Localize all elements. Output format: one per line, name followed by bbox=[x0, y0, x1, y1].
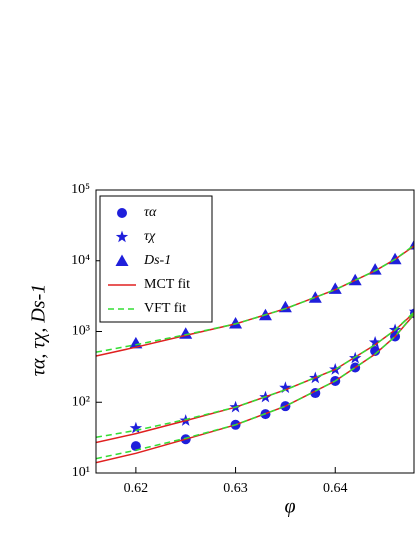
legend-marker bbox=[115, 230, 129, 243]
point bbox=[129, 336, 143, 349]
plot bbox=[96, 239, 414, 464]
legend-label: VFT fit bbox=[144, 301, 186, 316]
point bbox=[368, 336, 382, 348]
x-tick-label: 0.63 bbox=[223, 481, 248, 496]
y-tick-label: 10¹ bbox=[72, 465, 90, 480]
fit-line bbox=[96, 311, 414, 444]
fit-line bbox=[96, 312, 414, 460]
x-axis-label: φ bbox=[284, 496, 295, 518]
x-tick-label: 0.64 bbox=[323, 481, 348, 496]
legend-label: Ds-1 bbox=[143, 253, 171, 268]
y-tick-label: 10² bbox=[72, 394, 90, 409]
fit-line bbox=[96, 244, 414, 353]
legend-label: τχ bbox=[144, 229, 156, 244]
y-tick-label: 10⁴ bbox=[71, 253, 90, 268]
legend-marker bbox=[115, 254, 129, 266]
fit-line bbox=[96, 313, 414, 464]
point bbox=[229, 316, 243, 329]
x-tick-label: 0.62 bbox=[124, 481, 149, 496]
legend-label: MCT fit bbox=[144, 277, 190, 292]
legend-label: τα bbox=[144, 205, 157, 220]
point bbox=[129, 421, 143, 434]
legend-box bbox=[99, 195, 213, 323]
point bbox=[370, 346, 381, 357]
point bbox=[130, 441, 141, 452]
point bbox=[279, 381, 292, 394]
y-axis-label: τα, τχ, Ds-1 bbox=[28, 284, 50, 377]
frame bbox=[95, 189, 415, 474]
y-tick-label: 10⁵ bbox=[71, 182, 90, 197]
y-tick-label: 10³ bbox=[72, 324, 90, 339]
fit-line bbox=[96, 310, 414, 439]
legend-marker bbox=[117, 208, 127, 218]
